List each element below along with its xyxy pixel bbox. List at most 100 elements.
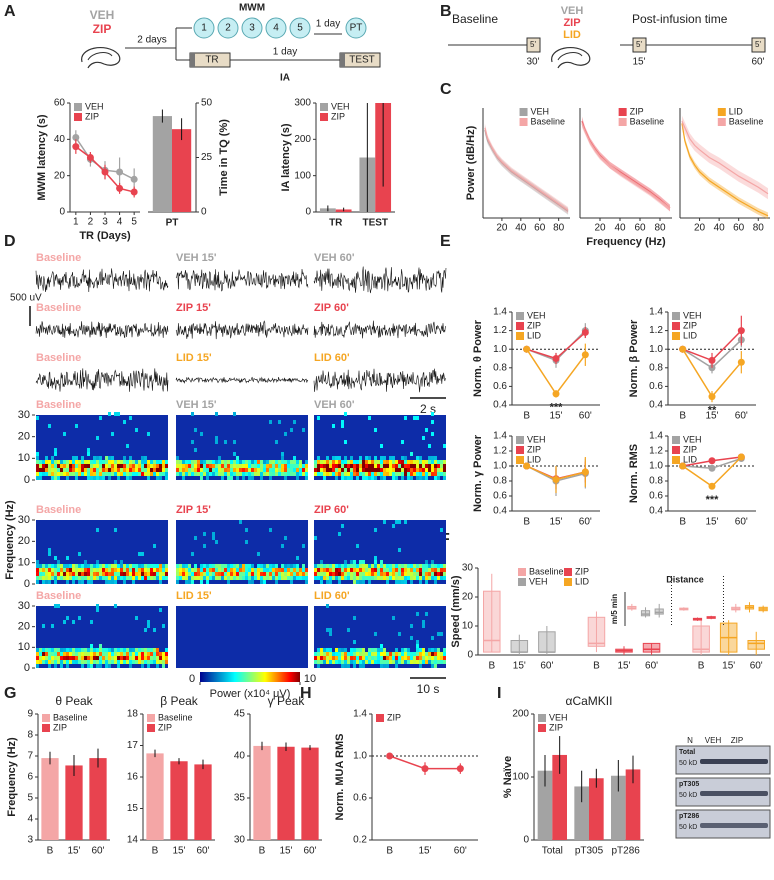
- spectrogram-cell: [51, 572, 54, 576]
- spectrogram-cell: [129, 656, 132, 660]
- spectrogram-cell: [132, 468, 135, 472]
- spectrogram-cell: [368, 580, 371, 584]
- x-tick-label: 60: [634, 223, 646, 234]
- spectrogram-cell: [135, 572, 138, 576]
- spectrogram-cell: [314, 572, 317, 576]
- trace-label: VEH 15': [176, 252, 217, 264]
- spectrogram-cell: [395, 464, 398, 468]
- spectrogram-cell: [215, 436, 218, 440]
- legend-label: VEH: [527, 310, 546, 320]
- spectrogram-cell: [162, 568, 165, 572]
- legend-swatch: [320, 103, 328, 111]
- spectrogram-cell: [153, 628, 156, 632]
- spectrogram-cell: [209, 568, 212, 572]
- spectrogram-cell: [383, 468, 386, 472]
- spectrogram-cell: [401, 656, 404, 660]
- panel-letter: I: [497, 685, 501, 702]
- spectrogram-cell: [221, 464, 224, 468]
- spectrogram-cell: [108, 468, 111, 472]
- spectrogram-cell: [129, 648, 132, 652]
- spectrogram-cell: [245, 460, 248, 464]
- group-label: ZIP: [93, 22, 112, 36]
- spectrogram-cell: [48, 424, 51, 428]
- spectrogram-cell: [347, 464, 350, 468]
- spectrogram-cell: [374, 468, 377, 472]
- spectrogram-cell: [416, 612, 419, 616]
- spectrogram-cell: [398, 656, 401, 660]
- spectrogram-tick-label: 10: [18, 452, 30, 464]
- spectrogram-cell: [344, 440, 347, 444]
- spectrogram-cell: [392, 460, 395, 464]
- spectrogram-cell: [425, 464, 428, 468]
- spectrogram-cell: [224, 460, 227, 464]
- spectrogram-cell: [150, 460, 153, 464]
- spectrogram-cell: [42, 624, 45, 628]
- spectrogram-cell: [102, 660, 105, 664]
- x-tick-label: B: [386, 846, 393, 857]
- spectrogram-cell: [266, 464, 269, 468]
- spectrogram-cell: [407, 572, 410, 576]
- spectrogram-cell: [254, 468, 257, 472]
- spectrogram-cell: [431, 412, 434, 416]
- spectrogram-cell: [165, 656, 168, 660]
- spectrogram-cell: [404, 648, 407, 652]
- spectrogram-cell: [165, 476, 168, 480]
- spectrogram-cell: [410, 468, 413, 472]
- spectrogram-cell: [66, 476, 69, 480]
- spectrogram-cell: [176, 572, 179, 576]
- spectrogram-cell: [428, 564, 431, 568]
- spectrogram-cell: [150, 464, 153, 468]
- box: [640, 610, 651, 617]
- box: [587, 616, 606, 647]
- spectrogram-cell: [290, 464, 293, 468]
- spectrogram-cell: [293, 472, 296, 476]
- spectrogram-cell: [404, 416, 407, 420]
- spectrogram-cell: [72, 564, 75, 568]
- chart-title: β Peak: [160, 694, 199, 708]
- spectrogram-cell: [54, 464, 57, 468]
- spectrogram-cell: [401, 568, 404, 572]
- spectrogram-cell: [227, 572, 230, 576]
- spectrogram-cell: [293, 460, 296, 464]
- spectrogram-cell: [117, 660, 120, 664]
- spectrogram-cell: [437, 576, 440, 580]
- box: [654, 608, 664, 615]
- spectrogram-cell: [392, 564, 395, 568]
- spectrogram-cell: [159, 568, 162, 572]
- y-tick-label: 100: [512, 772, 529, 783]
- spectrogram-cell: [338, 660, 341, 664]
- spectrogram-cell: [347, 652, 350, 656]
- legend-label: Baseline: [531, 116, 566, 126]
- spectrogram-cell: [102, 576, 105, 580]
- spectrogram-cell: [39, 476, 42, 480]
- spectrogram-cell: [341, 568, 344, 572]
- spectrogram-cell: [422, 568, 425, 572]
- spectrogram-cell: [350, 568, 353, 572]
- spectrogram-cell: [93, 468, 96, 472]
- spectrogram-cell: [362, 576, 365, 580]
- spectrogram-cell: [84, 576, 87, 580]
- data-point: [737, 358, 745, 366]
- spectrogram-cell: [398, 572, 401, 576]
- spectrogram-cell: [45, 472, 48, 476]
- spectrogram-cell: [371, 564, 374, 568]
- data-point: [72, 143, 80, 151]
- spectrogram-cell: [350, 464, 353, 468]
- spectrogram-cell: [353, 464, 356, 468]
- spectrogram-cell: [117, 472, 120, 476]
- spectrogram-cell: [362, 580, 365, 584]
- spectrogram-cell: [60, 568, 63, 572]
- spectrogram-cell: [63, 576, 66, 580]
- spectrogram-cell: [440, 660, 443, 664]
- y-tick-label: 100: [294, 170, 311, 181]
- gap-label: 1 day: [316, 19, 340, 30]
- spectrogram-cell: [150, 648, 153, 652]
- spectrogram-cell: [51, 464, 54, 468]
- spectrogram-cell: [296, 464, 299, 468]
- legend-swatch: [717, 118, 726, 126]
- x-tick-label: TEST: [362, 218, 388, 229]
- spectrogram-cell: [314, 564, 317, 568]
- y-tick-label: 1.0: [649, 344, 663, 355]
- spectrogram-cell: [36, 460, 39, 464]
- spectrogram-cell: [254, 460, 257, 464]
